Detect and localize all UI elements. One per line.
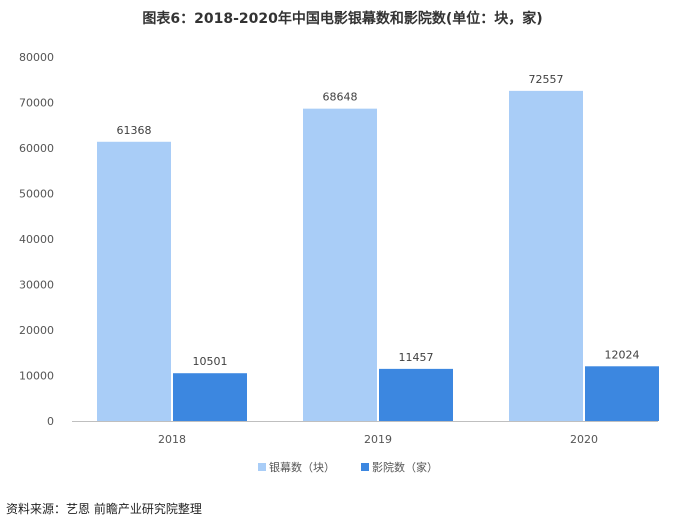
- chart-title: 图表6：2018-2020年中国电影银幕数和影院数(单位：块，家): [142, 11, 543, 27]
- legend-swatch-1: [361, 463, 369, 471]
- bar-0-0: [97, 141, 171, 421]
- source-note: 资料来源：艺恩 前瞻产业研究院整理: [6, 502, 202, 516]
- y-tick-label: 70000: [19, 97, 54, 110]
- legend-label-0: 银幕数（块）: [269, 460, 335, 474]
- legend-swatch-0: [258, 463, 266, 471]
- bar-1-2: [585, 366, 659, 421]
- y-tick-label: 0: [47, 415, 54, 428]
- y-tick-label: 80000: [19, 51, 54, 64]
- x-tick-label: 2018: [158, 433, 186, 446]
- x-tick-label: 2019: [364, 433, 392, 446]
- y-tick-label: 30000: [19, 279, 54, 292]
- bar-0-2: [509, 90, 583, 421]
- y-tick-label: 50000: [19, 188, 54, 201]
- y-tick-label: 20000: [19, 324, 54, 337]
- y-tick-label: 10000: [19, 370, 54, 383]
- x-tick-label: 2020: [570, 433, 598, 446]
- data-label: 12024: [605, 348, 640, 361]
- bar-1-1: [379, 368, 453, 421]
- data-label: 72557: [529, 73, 564, 86]
- bar-1-0: [173, 373, 247, 421]
- y-tick-label: 40000: [19, 233, 54, 246]
- legend-label-1: 影院数（家）: [372, 460, 438, 474]
- bar-0-1: [303, 108, 377, 421]
- data-label: 11457: [399, 351, 434, 364]
- y-tick-label: 60000: [19, 142, 54, 155]
- data-label: 61368: [117, 124, 152, 137]
- data-label: 68648: [323, 91, 358, 104]
- data-label: 10501: [193, 355, 228, 368]
